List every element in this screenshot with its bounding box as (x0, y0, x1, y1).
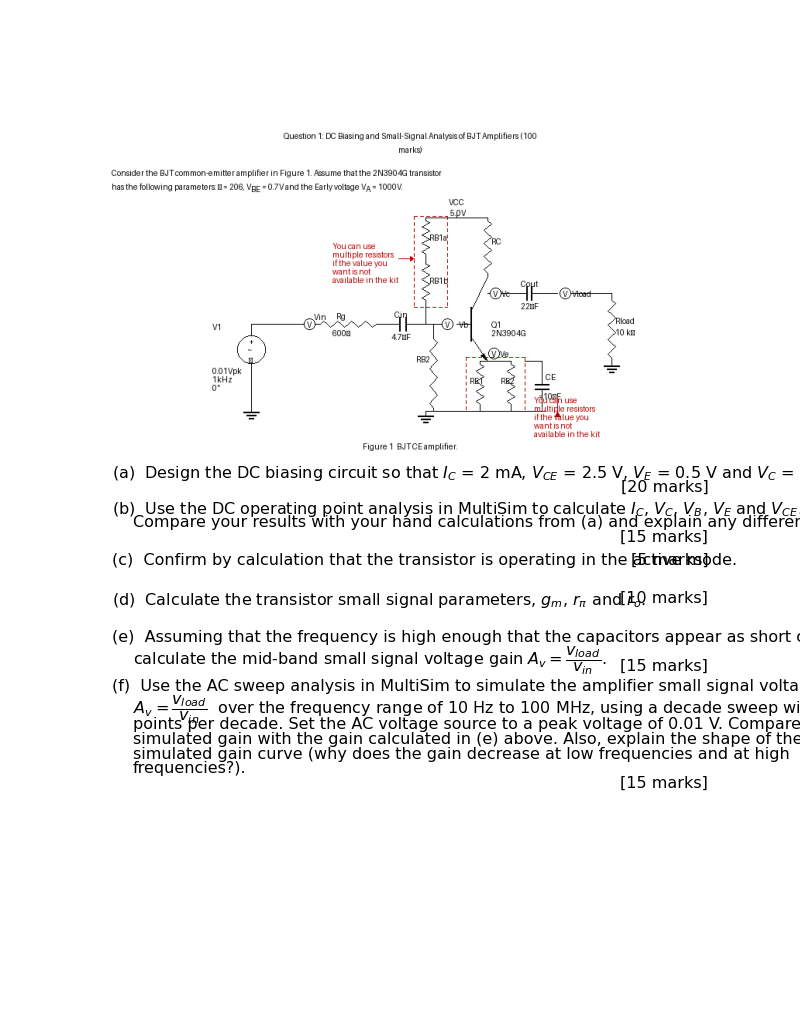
Text: (b)  Use the DC operating point analysis in MultiSim to calculate $I_C$, $V_C$, : (b) Use the DC operating point analysis … (112, 500, 800, 519)
Text: [15 marks]: [15 marks] (621, 776, 708, 791)
Text: [10 marks]: [10 marks] (621, 591, 708, 606)
Text: (c)  Confirm by calculation that the transistor is operating in the active mode.: (c) Confirm by calculation that the tran… (112, 553, 737, 567)
Text: (f)  Use the AC sweep analysis in MultiSim to simulate the amplifier small signa: (f) Use the AC sweep analysis in MultiSi… (112, 679, 800, 694)
Text: Compare your results with your hand calculations from (a) and explain any differ: Compare your results with your hand calc… (133, 515, 800, 529)
Text: points per decade. Set the AC voltage source to a peak voltage of 0.01 V. Compar: points per decade. Set the AC voltage so… (133, 718, 800, 732)
Text: [15 marks]: [15 marks] (621, 529, 708, 545)
Text: (e)  Assuming that the frequency is high enough that the capacitors appear as sh: (e) Assuming that the frequency is high … (112, 630, 800, 644)
Text: [20 marks]: [20 marks] (621, 479, 708, 495)
Text: calculate the mid-band small signal voltage gain $A_v = \dfrac{v_{load}}{v_{in}}: calculate the mid-band small signal volt… (133, 644, 606, 677)
Text: [15 marks]: [15 marks] (621, 658, 708, 674)
Text: frequencies?).: frequencies?). (133, 761, 246, 776)
Text: (d)  Calculate the transistor small signal parameters, $g_m$, $r_\pi$ and $r_o$.: (d) Calculate the transistor small signa… (112, 591, 646, 610)
Text: [5 marks]: [5 marks] (630, 553, 708, 567)
Text: simulated gain with the gain calculated in (e) above. Also, explain the shape of: simulated gain with the gain calculated … (133, 732, 800, 746)
Text: $A_v = \dfrac{v_{load}}{v_{in}}$  over the frequency range of 10 Hz to 100 MHz, : $A_v = \dfrac{v_{load}}{v_{in}}$ over th… (133, 693, 800, 726)
Text: (a)  Design the DC biasing circuit so that $I_C$ = 2 mA, $V_{CE}$ = 2.5 V, $V_E$: (a) Design the DC biasing circuit so tha… (112, 464, 800, 483)
Text: simulated gain curve (why does the gain decrease at low frequencies and at high: simulated gain curve (why does the gain … (133, 746, 790, 762)
